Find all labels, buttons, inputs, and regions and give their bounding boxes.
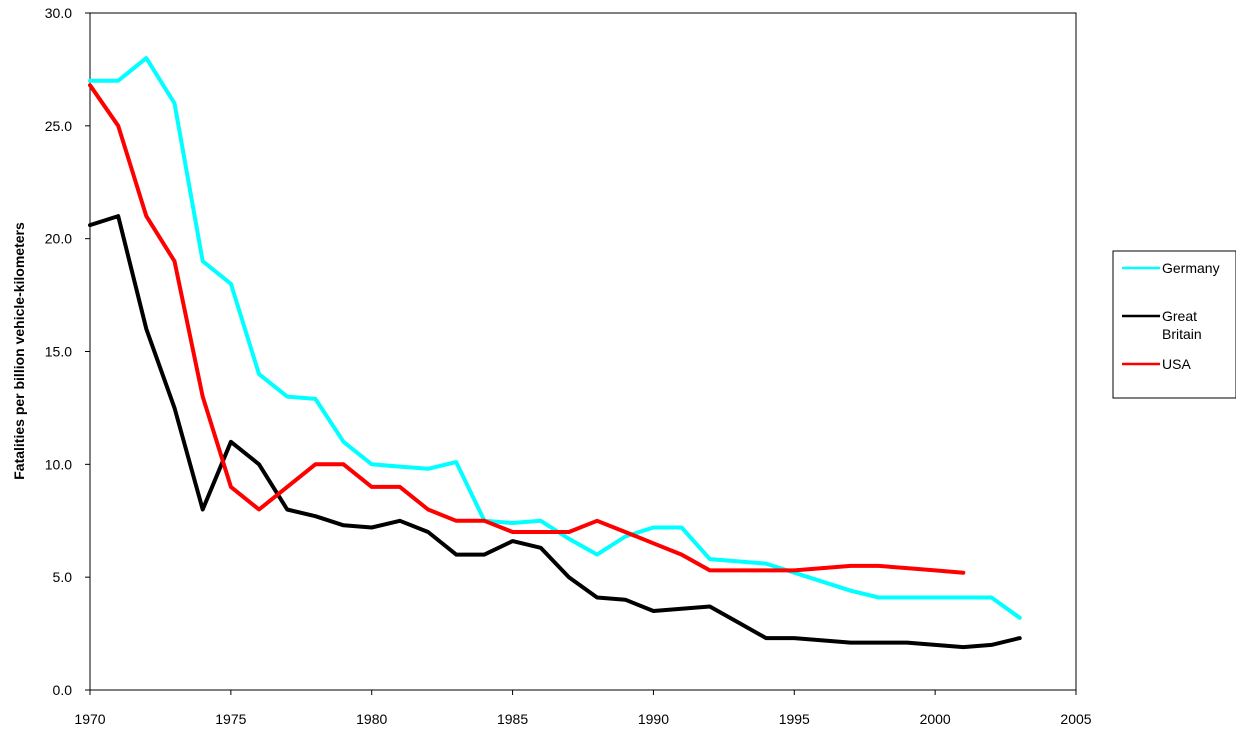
y-tick-label: 0.0 (53, 682, 73, 698)
series-line-germany (88, 56, 1022, 620)
x-tick-label: 1995 (779, 711, 810, 727)
x-tick-label: 1980 (356, 711, 387, 727)
legend-label-germany: Germany (1162, 260, 1220, 276)
series-line-usa (88, 83, 966, 575)
x-axis: 1970 1975 1980 1985 1990 1995 2000 2005 (74, 690, 1092, 727)
x-tick-label: 1990 (638, 711, 669, 727)
x-tick-label: 2005 (1060, 711, 1091, 727)
series-line-great-britain (88, 214, 1022, 650)
series-lines (88, 56, 1022, 650)
y-tick-label: 5.0 (53, 569, 73, 585)
x-tick-label: 1985 (497, 711, 528, 727)
x-tick-label: 1975 (215, 711, 246, 727)
y-tick-label: 20.0 (45, 231, 72, 247)
y-axis: 0.0 5.0 10.0 15.0 20.0 25.0 30.0 (45, 5, 90, 698)
legend-box (1112, 250, 1236, 399)
x-tick-label: 1970 (74, 711, 105, 727)
y-tick-label: 15.0 (45, 344, 72, 360)
legend-label-usa: USA (1162, 356, 1191, 372)
legend: Germany Great Britain USA (1112, 250, 1236, 399)
y-tick-label: 25.0 (45, 118, 72, 134)
x-tick-label: 2000 (920, 711, 951, 727)
plot-area (89, 12, 1077, 691)
y-tick-label: 10.0 (45, 456, 72, 472)
legend-label-great-britain: Great Britain (1162, 308, 1202, 342)
y-tick-label: 30.0 (45, 5, 72, 21)
y-axis-title: Fatalities per billion vehicle-kilometer… (11, 222, 27, 480)
